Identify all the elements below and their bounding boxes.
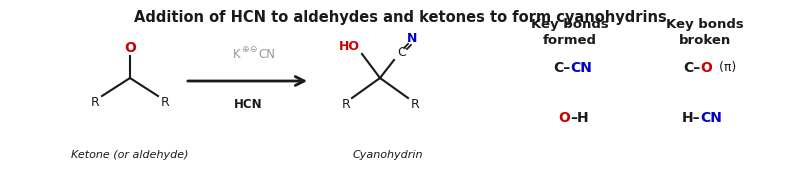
- Text: Key bonds
formed: Key bonds formed: [531, 18, 609, 47]
- Text: CN: CN: [258, 48, 275, 61]
- Text: Key bonds
broken: Key bonds broken: [666, 18, 744, 47]
- Text: N: N: [407, 33, 417, 45]
- Text: Cyanohydrin: Cyanohydrin: [353, 150, 423, 160]
- Text: CN: CN: [570, 61, 592, 75]
- Text: CN: CN: [700, 111, 722, 125]
- Text: C–: C–: [682, 61, 700, 75]
- Text: HCN: HCN: [234, 98, 262, 112]
- Text: R: R: [410, 98, 419, 112]
- Text: O: O: [124, 41, 136, 55]
- Text: ⊖: ⊖: [250, 45, 257, 54]
- Text: ⊕: ⊕: [242, 45, 249, 54]
- Text: O: O: [700, 61, 712, 75]
- Text: O: O: [558, 111, 570, 125]
- Text: Ketone (or aldehyde): Ketone (or aldehyde): [71, 150, 189, 160]
- Text: HO: HO: [339, 39, 360, 52]
- Text: C: C: [398, 47, 406, 60]
- Text: C–: C–: [553, 61, 570, 75]
- Text: R: R: [161, 95, 170, 108]
- Text: K: K: [232, 48, 240, 61]
- Text: (π): (π): [715, 61, 736, 75]
- Text: R: R: [342, 98, 350, 112]
- Text: –H: –H: [570, 111, 589, 125]
- Text: H–: H–: [682, 111, 700, 125]
- Text: R: R: [90, 95, 99, 108]
- Text: Addition of HCN to aldehydes and ketones to form cyanohydrins: Addition of HCN to aldehydes and ketones…: [134, 10, 666, 25]
